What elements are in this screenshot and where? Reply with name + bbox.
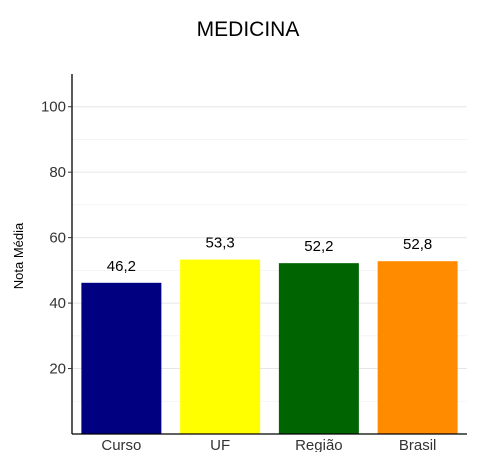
data-label-curso: 46,2 [107, 258, 136, 275]
x-tick-label: UF [210, 437, 230, 452]
data-labels: 46,2 53,3 52,2 52,8 [107, 235, 432, 275]
data-label-uf: 53,3 [206, 235, 235, 252]
x-tick-label: Região [295, 437, 343, 452]
x-tick-label: Curso [101, 437, 141, 452]
bar-região [278, 263, 359, 434]
bar-brasil [377, 261, 458, 434]
bars [81, 259, 458, 434]
y-axis-label: Nota Média [11, 222, 26, 289]
bar-uf [180, 259, 261, 434]
y-tick-label: 80 [49, 164, 66, 181]
axes: Curso UF Região Brasil 20 40 60 80 100 [41, 74, 467, 452]
y-tick-label: 60 [49, 230, 66, 247]
y-tick-label: 100 [41, 99, 66, 116]
y-tick-label: 20 [49, 361, 66, 378]
data-label-brasil: 52,8 [403, 236, 432, 253]
x-tick-label: Brasil [399, 437, 437, 452]
chart-title: MEDICINA [197, 18, 300, 41]
y-tick-label: 40 [49, 295, 66, 312]
data-label-região: 52,2 [304, 238, 333, 255]
bar-curso [81, 282, 162, 434]
